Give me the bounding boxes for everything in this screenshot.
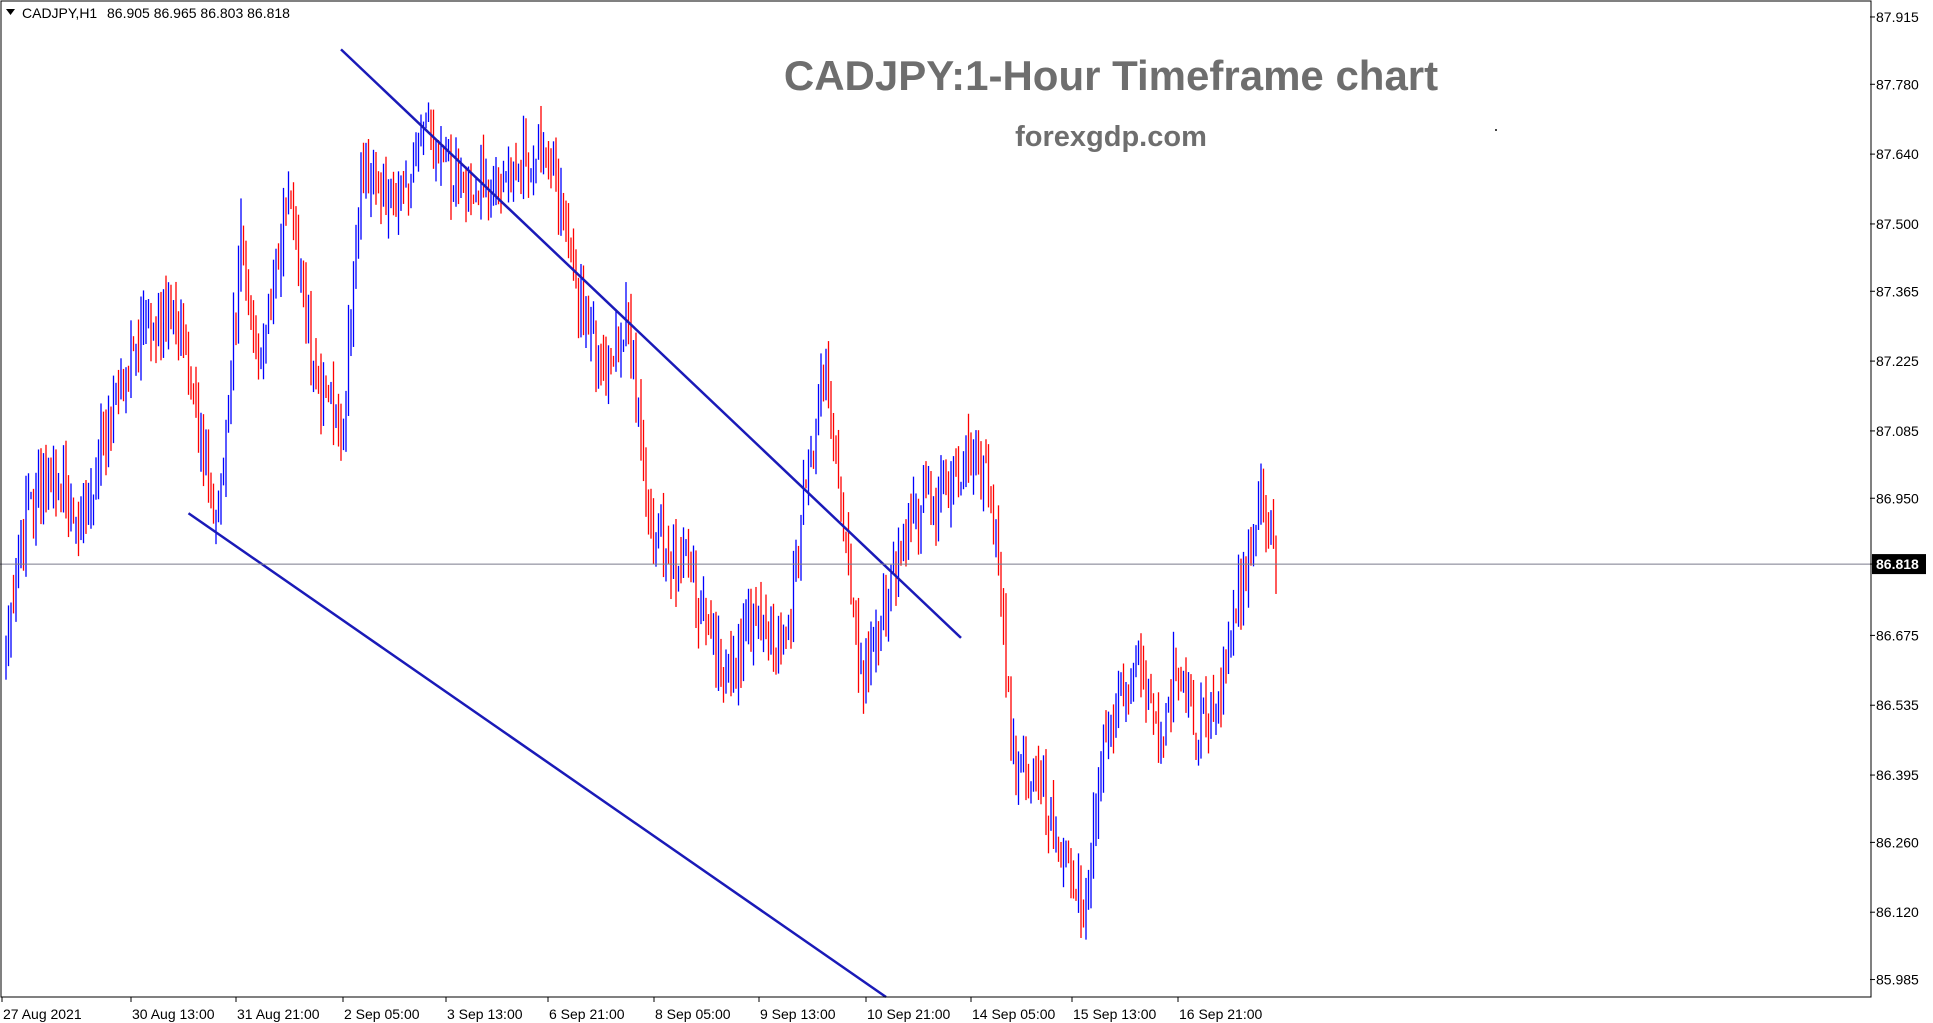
symbol-dropdown-arrow-icon[interactable] (6, 9, 15, 15)
y-tick-label: 86.120 (1876, 904, 1919, 920)
trendline-layer (187, 48, 962, 999)
y-tick-label: 86.675 (1876, 627, 1919, 643)
x-tick-label: 14 Sep 05:00 (972, 1006, 1056, 1022)
x-tick-label: 3 Sep 13:00 (447, 1006, 523, 1022)
y-tick-label: 87.225 (1876, 353, 1919, 369)
current-price-tag-bg (1872, 554, 1926, 575)
x-tick-label: 6 Sep 21:00 (549, 1006, 625, 1022)
x-tick-label: 9 Sep 13:00 (760, 1006, 836, 1022)
x-axis: 27 Aug 2021 30 Aug 13:00 31 Aug 21:00 2 Sep… (1, 997, 1263, 1022)
candles-layer (5, 102, 1277, 940)
x-tick-label: 2 Sep 05:00 (344, 1006, 420, 1022)
y-tick-label: 86.950 (1876, 490, 1919, 506)
x-tick-label: 8 Sep 05:00 (655, 1006, 731, 1022)
symbol-info: CADJPY,H1 (22, 5, 97, 21)
y-tick-label: 86.535 (1876, 697, 1919, 713)
x-tick-label: 31 Aug 21:00 (237, 1006, 320, 1022)
chart-header: CADJPY,H1 86.905 86.965 86.803 86.818 (6, 5, 290, 21)
y-tick-label: 87.780 (1876, 76, 1919, 92)
small-dot (1495, 129, 1497, 131)
plot-border (0, 0, 1872, 998)
current-price-tag-label: 86.818 (1876, 556, 1919, 572)
y-tick-label: 86.395 (1876, 767, 1919, 783)
x-tick-label: 16 Sep 21:00 (1179, 1006, 1263, 1022)
trendline[interactable] (187, 512, 887, 999)
ohlc-values: 86.905 86.965 86.803 86.818 (107, 5, 290, 21)
x-tick-label: 30 Aug 13:00 (132, 1006, 215, 1022)
x-tick-label: 27 Aug 2021 (3, 1006, 82, 1022)
y-tick-label: 85.985 (1876, 972, 1919, 988)
x-tick-label: 15 Sep 13:00 (1073, 1006, 1157, 1022)
y-tick-label: 87.500 (1876, 216, 1919, 232)
x-tick-label: 10 Sep 21:00 (867, 1006, 951, 1022)
y-tick-label: 87.365 (1876, 283, 1919, 299)
y-tick-label: 87.915 (1876, 9, 1919, 25)
current-price-tag: 86.818 (1872, 554, 1926, 575)
y-axis: 87.915 87.780 87.640 87.500 87.365 87.225 87.0… (1870, 9, 1919, 988)
y-tick-label: 87.085 (1876, 423, 1919, 439)
y-tick-label: 87.640 (1876, 146, 1919, 162)
trendline[interactable] (340, 48, 962, 639)
y-tick-label: 86.260 (1876, 834, 1919, 850)
chart-subtitle: forexgdp.com (1015, 121, 1207, 153)
chart-title: CADJPY:1-Hour Timeframe chart (784, 52, 1438, 99)
